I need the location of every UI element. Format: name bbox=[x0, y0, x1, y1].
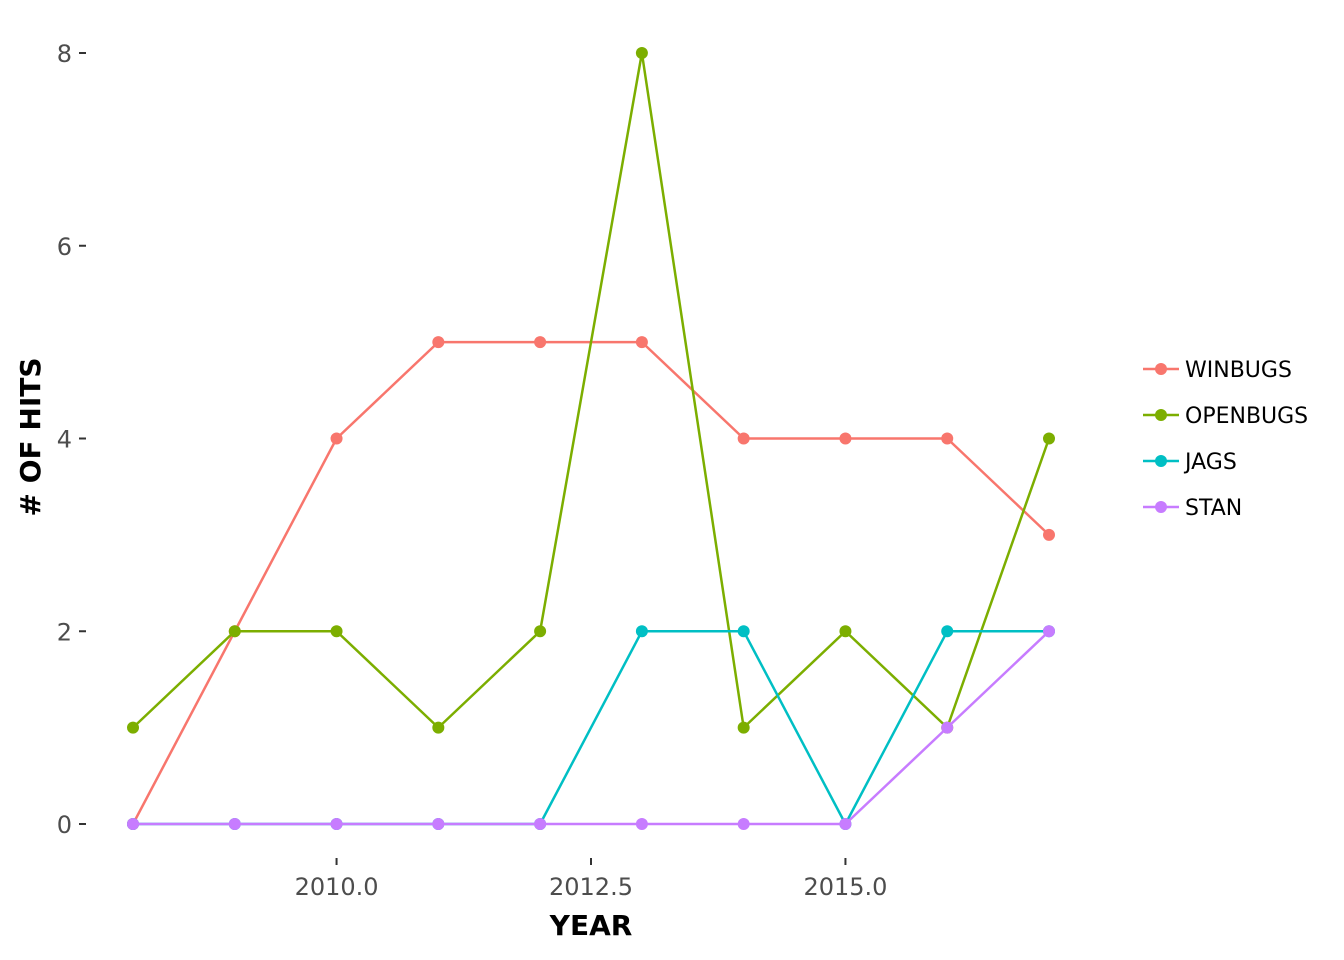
data-point bbox=[635, 336, 648, 349]
data-point bbox=[1043, 432, 1055, 445]
data-point bbox=[534, 625, 547, 638]
y-tick-label: 2 bbox=[57, 618, 72, 646]
y-tick-label: 6 bbox=[57, 233, 72, 261]
series-jags bbox=[127, 625, 1055, 830]
series-line bbox=[131, 340, 1050, 825]
x-axis-title: YEAR bbox=[549, 909, 633, 942]
legend-item: JAGS bbox=[1143, 450, 1237, 475]
legend-item: WINBUGS bbox=[1143, 358, 1292, 383]
data-point bbox=[941, 625, 954, 638]
data-point bbox=[534, 336, 547, 349]
data-point bbox=[737, 432, 750, 445]
legend: WINBUGS OPENBUGS JAGS STAN bbox=[1143, 358, 1308, 521]
data-point bbox=[1043, 528, 1055, 541]
data-point bbox=[127, 721, 139, 734]
y-axis: 0 2 4 6 8 bbox=[57, 40, 86, 839]
legend-label: WINBUGS bbox=[1185, 358, 1292, 383]
series-line bbox=[133, 630, 1050, 826]
plot-area bbox=[127, 47, 1055, 830]
data-point bbox=[635, 625, 648, 638]
data-point bbox=[127, 818, 139, 830]
series-line bbox=[132, 51, 1051, 729]
x-axis: 2010.0 2012.5 2015.0 bbox=[295, 858, 887, 901]
y-tick-label: 4 bbox=[57, 426, 72, 454]
data-point bbox=[330, 432, 343, 445]
series-stan bbox=[127, 625, 1055, 830]
series-openbugs bbox=[127, 47, 1055, 734]
data-point bbox=[330, 625, 343, 638]
data-point bbox=[228, 625, 241, 638]
legend-key-point bbox=[1155, 409, 1167, 421]
data-point bbox=[432, 336, 445, 349]
x-tick-label: 2012.5 bbox=[549, 873, 633, 901]
legend-item: OPENBUGS bbox=[1143, 404, 1308, 429]
legend-label: JAGS bbox=[1183, 450, 1237, 475]
data-point bbox=[228, 818, 241, 830]
data-point bbox=[839, 432, 852, 445]
data-point bbox=[432, 818, 445, 830]
legend-label: OPENBUGS bbox=[1185, 404, 1308, 429]
series-line bbox=[133, 630, 1049, 826]
legend-key-point bbox=[1155, 363, 1167, 375]
data-point bbox=[839, 818, 852, 830]
legend-label: STAN bbox=[1185, 496, 1242, 521]
data-point bbox=[737, 818, 750, 830]
data-point bbox=[941, 721, 954, 734]
data-point bbox=[330, 818, 343, 830]
data-point bbox=[737, 625, 750, 638]
data-point bbox=[534, 818, 547, 830]
y-tick-label: 8 bbox=[57, 40, 72, 68]
data-point bbox=[432, 721, 445, 734]
legend-key-point bbox=[1155, 501, 1167, 513]
data-point bbox=[635, 818, 648, 830]
x-tick-label: 2010.0 bbox=[295, 873, 379, 901]
data-point bbox=[737, 721, 750, 734]
y-axis-title: # OF HITS bbox=[14, 357, 47, 516]
data-point bbox=[941, 432, 954, 445]
data-point bbox=[1043, 625, 1055, 638]
x-tick-label: 2015.0 bbox=[803, 873, 887, 901]
legend-key-point bbox=[1155, 455, 1167, 467]
y-tick-label: 0 bbox=[57, 811, 72, 839]
data-point bbox=[839, 625, 852, 638]
legend-item: STAN bbox=[1143, 496, 1242, 521]
data-point bbox=[635, 47, 648, 59]
